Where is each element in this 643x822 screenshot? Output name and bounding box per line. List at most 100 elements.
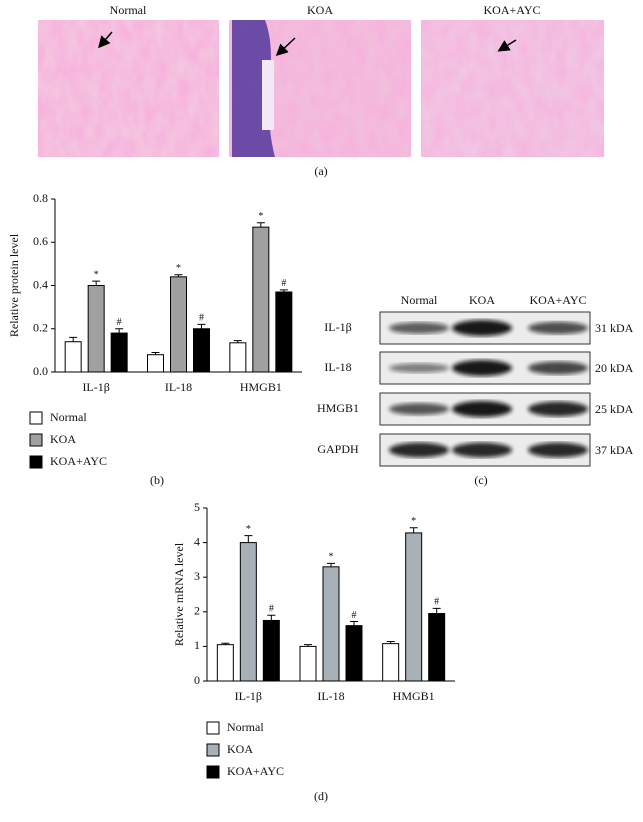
error-bar bbox=[279, 289, 288, 292]
legend-swatch bbox=[206, 765, 220, 779]
significance-marker: # bbox=[117, 317, 122, 328]
histology-texture bbox=[421, 20, 604, 157]
chart: 0 1 2 3 4 5 Relative mRNA level IL-1β * # IL-18 * # H… bbox=[172, 500, 455, 803]
bar bbox=[428, 613, 446, 682]
error-bar bbox=[386, 641, 395, 644]
significance-marker: # bbox=[352, 610, 357, 621]
legend-swatch bbox=[206, 721, 220, 735]
error-bar bbox=[350, 620, 358, 626]
bar bbox=[229, 342, 247, 373]
bar bbox=[193, 328, 210, 373]
legend-label: KOA bbox=[227, 742, 253, 756]
error-bar bbox=[233, 340, 242, 343]
blot-band bbox=[528, 321, 588, 335]
bar bbox=[275, 291, 293, 373]
legend-label: KOA+AYC bbox=[50, 454, 107, 468]
blot-band bbox=[389, 322, 449, 334]
error-bar bbox=[221, 642, 230, 645]
bar bbox=[382, 643, 400, 682]
legend-label: Normal bbox=[50, 410, 87, 424]
error-bar bbox=[244, 535, 253, 543]
error-bar bbox=[267, 614, 276, 621]
caption: (b) bbox=[150, 473, 164, 487]
y-axis-label: Relative mRNA level bbox=[172, 542, 186, 646]
blot-band bbox=[528, 442, 588, 458]
bar bbox=[170, 276, 187, 373]
arrow bbox=[98, 31, 113, 49]
y-tick-label: 0.6 bbox=[33, 234, 48, 248]
arrow bbox=[275, 37, 296, 57]
legend-swatch bbox=[29, 411, 43, 425]
significance-marker: * bbox=[329, 552, 334, 563]
blot-band bbox=[389, 403, 449, 415]
significance-marker: * bbox=[411, 516, 416, 527]
y-tick-label: 0 bbox=[194, 673, 200, 687]
bar bbox=[299, 645, 317, 682]
y-tick-label: 5 bbox=[194, 500, 200, 514]
error-bar bbox=[151, 352, 160, 355]
error-bar bbox=[409, 527, 418, 533]
x-tick-label: IL-1β bbox=[235, 689, 262, 703]
error-bar bbox=[304, 644, 312, 647]
significance-marker: # bbox=[199, 313, 204, 324]
blot-band bbox=[389, 442, 449, 458]
significance-marker: * bbox=[258, 211, 263, 222]
x-tick-label: IL-18 bbox=[165, 380, 192, 394]
blot-band bbox=[452, 442, 512, 458]
y-tick-label: 2 bbox=[194, 604, 200, 618]
x-tick-label: HMGB1 bbox=[393, 689, 435, 703]
significance-marker: # bbox=[269, 604, 274, 615]
blot-band bbox=[389, 363, 449, 373]
size-label: 25 kDA bbox=[595, 402, 634, 416]
y-tick-label: 0.2 bbox=[33, 321, 48, 335]
blot-band bbox=[452, 360, 512, 376]
arrow bbox=[497, 39, 517, 52]
bar bbox=[147, 354, 164, 373]
panel-label: KOA+AYC bbox=[484, 3, 541, 17]
row-label: IL-18 bbox=[324, 360, 351, 374]
legend-swatch bbox=[29, 433, 43, 447]
error-bar bbox=[69, 336, 78, 342]
error-bar bbox=[92, 280, 101, 286]
row-label: GAPDH bbox=[317, 442, 359, 456]
legend-label: KOA+AYC bbox=[227, 764, 284, 778]
error-bar bbox=[327, 562, 335, 567]
bar bbox=[87, 285, 105, 373]
error-bar bbox=[197, 323, 206, 329]
size-label: 20 kDA bbox=[595, 361, 634, 375]
legend-swatch bbox=[206, 743, 220, 757]
bar bbox=[252, 226, 270, 373]
bar bbox=[110, 332, 128, 373]
panel-label: KOA bbox=[307, 3, 333, 17]
caption: (c) bbox=[474, 473, 487, 487]
legend-label: KOA bbox=[50, 432, 76, 446]
caption: (a) bbox=[314, 164, 327, 178]
legend-swatch bbox=[29, 455, 43, 469]
bar bbox=[239, 542, 257, 682]
y-tick-label: 0.4 bbox=[33, 277, 48, 291]
error-bar bbox=[174, 274, 183, 277]
lane-label: Normal bbox=[401, 293, 438, 307]
bar bbox=[262, 619, 280, 682]
legend-label: Normal bbox=[227, 720, 264, 734]
y-tick-label: 4 bbox=[194, 534, 200, 548]
histology: Normal KOA KOA+AYC (a) bbox=[38, 3, 604, 178]
row-label: IL-1β bbox=[324, 320, 351, 334]
y-tick-label: 3 bbox=[194, 569, 200, 583]
y-tick-label: 1 bbox=[194, 638, 200, 652]
lane-label: KOA+AYC bbox=[530, 293, 587, 307]
significance-marker: # bbox=[281, 278, 286, 289]
histology-texture bbox=[38, 20, 219, 157]
significance-marker: # bbox=[434, 597, 439, 608]
significance-marker: * bbox=[246, 524, 251, 535]
blot-band bbox=[528, 401, 588, 417]
western-blot: Normal KOA KOA+AYC (c) IL-1β 31 kDA IL-18 2… bbox=[317, 293, 634, 487]
y-axis-label: Relative protein level bbox=[7, 233, 21, 337]
x-tick-label: IL-18 bbox=[317, 689, 344, 703]
error-bar bbox=[115, 328, 124, 334]
lane-label: KOA bbox=[469, 293, 495, 307]
significance-marker: * bbox=[176, 263, 181, 274]
bar bbox=[216, 644, 234, 682]
blot-band bbox=[452, 401, 512, 417]
